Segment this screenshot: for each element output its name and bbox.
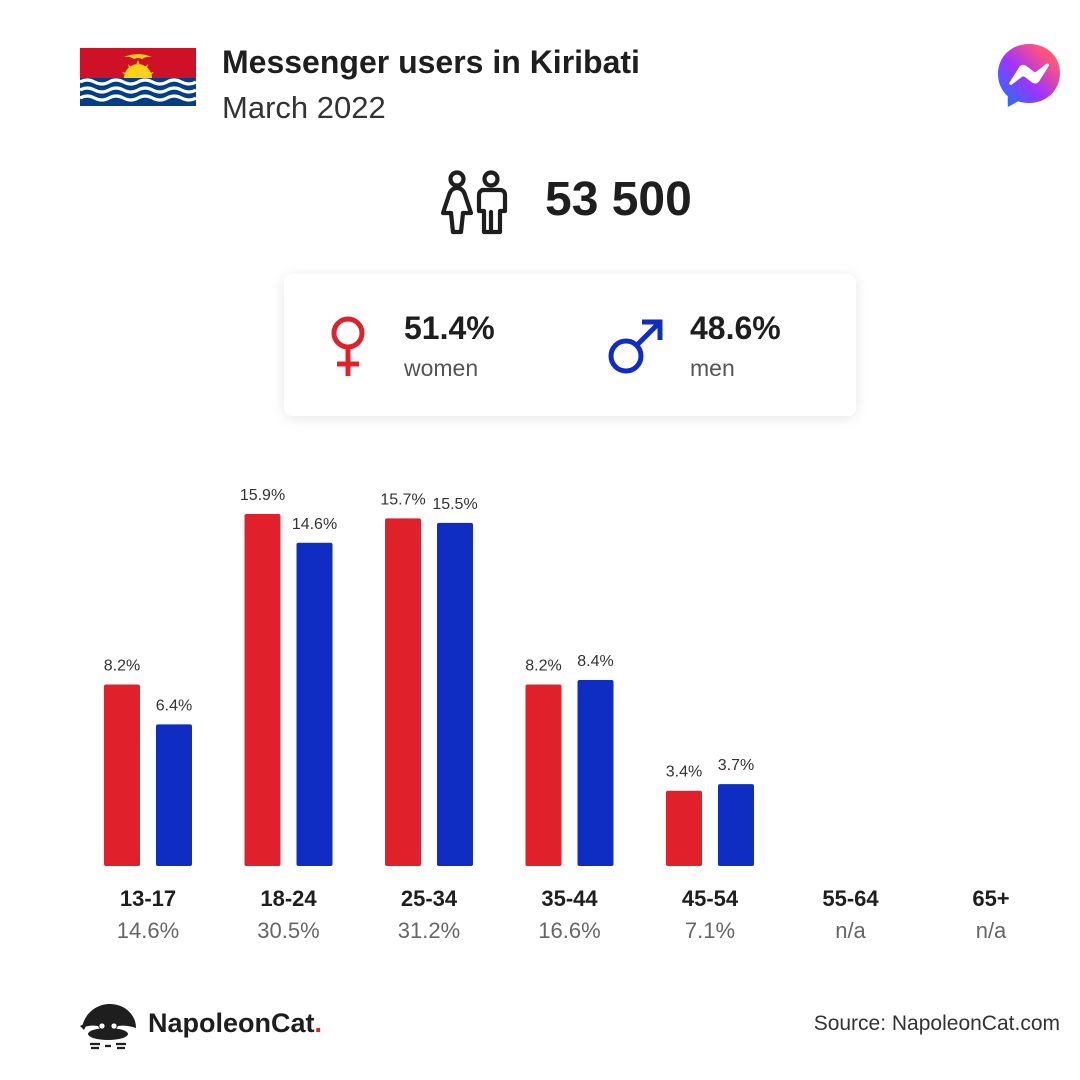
kiribati-flag-icon (80, 48, 196, 106)
category-label-55-64: 55-64 (822, 886, 879, 911)
category-total-35-44: 16.6% (538, 918, 600, 943)
total-users-value: 53 500 (545, 173, 692, 226)
bar-label-men-25-34: 15.5% (432, 496, 477, 513)
category-label-45-54: 45-54 (682, 886, 739, 911)
bar-label-women-13-17: 8.2% (104, 657, 140, 674)
bar-women-25-34 (385, 518, 421, 866)
bar-men-35-44 (577, 680, 614, 866)
bar-women-13-17 (104, 684, 140, 866)
messenger-logo-icon (998, 44, 1060, 107)
category-total-13-17: 14.6% (117, 918, 179, 943)
category-total-18-24: 30.5% (257, 918, 319, 943)
category-label-18-24: 18-24 (260, 886, 317, 911)
bar-label-men-18-24: 14.6% (292, 516, 337, 533)
bar-women-35-44 (525, 684, 562, 866)
category-label-13-17: 13-17 (120, 886, 176, 911)
source-credit: Source: NapoleonCat.com (813, 1012, 1060, 1035)
users-couple-icon (440, 170, 508, 235)
women-label: women (404, 355, 479, 381)
category-total-65+: n/a (976, 918, 1007, 943)
bar-label-women-25-34: 15.7% (380, 491, 425, 508)
bar-label-women-35-44: 8.2% (525, 657, 561, 674)
bar-label-men-45-54: 3.7% (718, 757, 754, 774)
bar-men-13-17 (156, 724, 192, 866)
bar-men-45-54 (718, 784, 754, 866)
category-label-65+: 65+ (972, 886, 1009, 911)
bar-women-18-24 (244, 514, 281, 866)
men-percentage: 48.6% (690, 310, 781, 346)
bar-label-women-18-24: 15.9% (240, 487, 285, 504)
bar-label-men-35-44: 8.4% (577, 653, 613, 670)
bar-women-45-54 (666, 790, 702, 866)
page-subtitle: March 2022 (222, 90, 386, 125)
female-symbol-icon (331, 316, 365, 376)
gender-split-card: 51.4% women 48.6% men (284, 274, 856, 416)
men-label: men (690, 355, 735, 381)
category-total-25-34: 31.2% (398, 918, 460, 943)
bar-men-18-24 (296, 542, 333, 866)
brand-name: NapoleonCat (148, 1008, 315, 1038)
category-label-35-44: 35-44 (541, 886, 598, 911)
bar-label-women-45-54: 3.4% (666, 764, 702, 781)
napoleoncat-logo-icon (80, 1004, 136, 1050)
bar-label-men-13-17: 6.4% (156, 697, 192, 714)
male-symbol-icon (608, 319, 663, 374)
category-total-45-54: 7.1% (685, 918, 735, 943)
category-label-25-34: 25-34 (401, 886, 458, 911)
age-gender-bar-chart: 8.2% 6.4% 13-17 14.6% 15.9% 14.6% 18-24 30.5% 15… (104, 487, 1010, 943)
bar-men-25-34 (437, 522, 473, 866)
category-total-55-64: n/a (835, 918, 866, 943)
brand-dot: . (314, 1008, 323, 1038)
napoleoncat-brand[interactable]: NapoleonCat. (148, 1008, 322, 1039)
page-title: Messenger users in Kiribati (222, 44, 640, 80)
women-percentage: 51.4% (404, 310, 495, 346)
